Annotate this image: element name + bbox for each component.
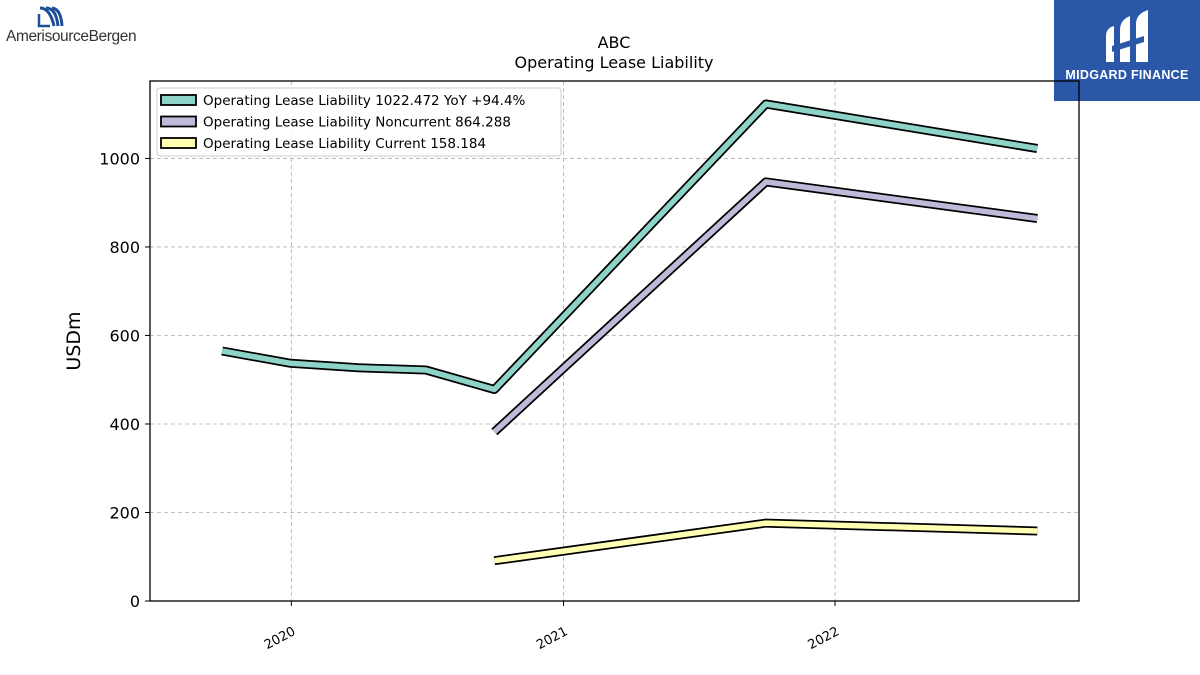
chart-subtitle: Operating Lease Liability <box>514 53 713 72</box>
legend-swatch <box>160 137 197 149</box>
y-tick-label: 1000 <box>99 149 140 168</box>
legend-label: Operating Lease Liability Noncurrent 864… <box>203 115 511 131</box>
legend-swatch <box>160 94 197 106</box>
y-axis-label: USDm <box>63 311 85 370</box>
midgard-finance-wordmark: MIDGARD FINANCE <box>1065 68 1189 82</box>
y-tick-label: 200 <box>109 503 140 522</box>
series-line <box>494 520 1038 564</box>
y-tick-label: 800 <box>109 238 140 257</box>
x-tick-label: 2022 <box>806 624 842 653</box>
amerisourcebergen-logo: AmerisourceBergen <box>6 6 166 46</box>
legend-swatch <box>160 115 197 128</box>
x-tick-label: 2021 <box>534 624 570 653</box>
grid <box>150 81 1079 602</box>
midgard-finance-logo: MIDGARD FINANCE <box>1054 0 1200 101</box>
chart-title: ABC <box>598 33 631 52</box>
y-tick-label: 0 <box>130 592 140 611</box>
series-line <box>492 179 1038 434</box>
legend-label: Operating Lease Liability Current 158.18… <box>203 136 486 152</box>
series-line <box>221 101 1038 393</box>
y-tick-label: 400 <box>109 415 140 434</box>
y-axis: 0 200 400 600 800 1000 <box>99 149 150 611</box>
series-3 <box>493 518 1038 566</box>
midgard-finance-mark-icon <box>1054 0 1200 101</box>
amerisourcebergen-mark-icon <box>37 6 64 28</box>
x-axis: 2020 2021 2022 <box>262 601 842 653</box>
series-1 <box>221 99 1039 394</box>
series-2 <box>491 177 1038 436</box>
legend-label: Operating Lease Liability 1022.472 YoY +… <box>203 93 526 109</box>
legend-box <box>156 87 562 157</box>
legend: Operating Lease Liability 1022.472 YoY +… <box>156 87 562 157</box>
plot-frame <box>149 80 1080 602</box>
amerisourcebergen-wordmark: AmerisourceBergen <box>6 28 137 45</box>
x-tick-label: 2020 <box>262 624 298 653</box>
y-tick-label: 600 <box>109 326 140 345</box>
series-layer <box>221 99 1039 566</box>
